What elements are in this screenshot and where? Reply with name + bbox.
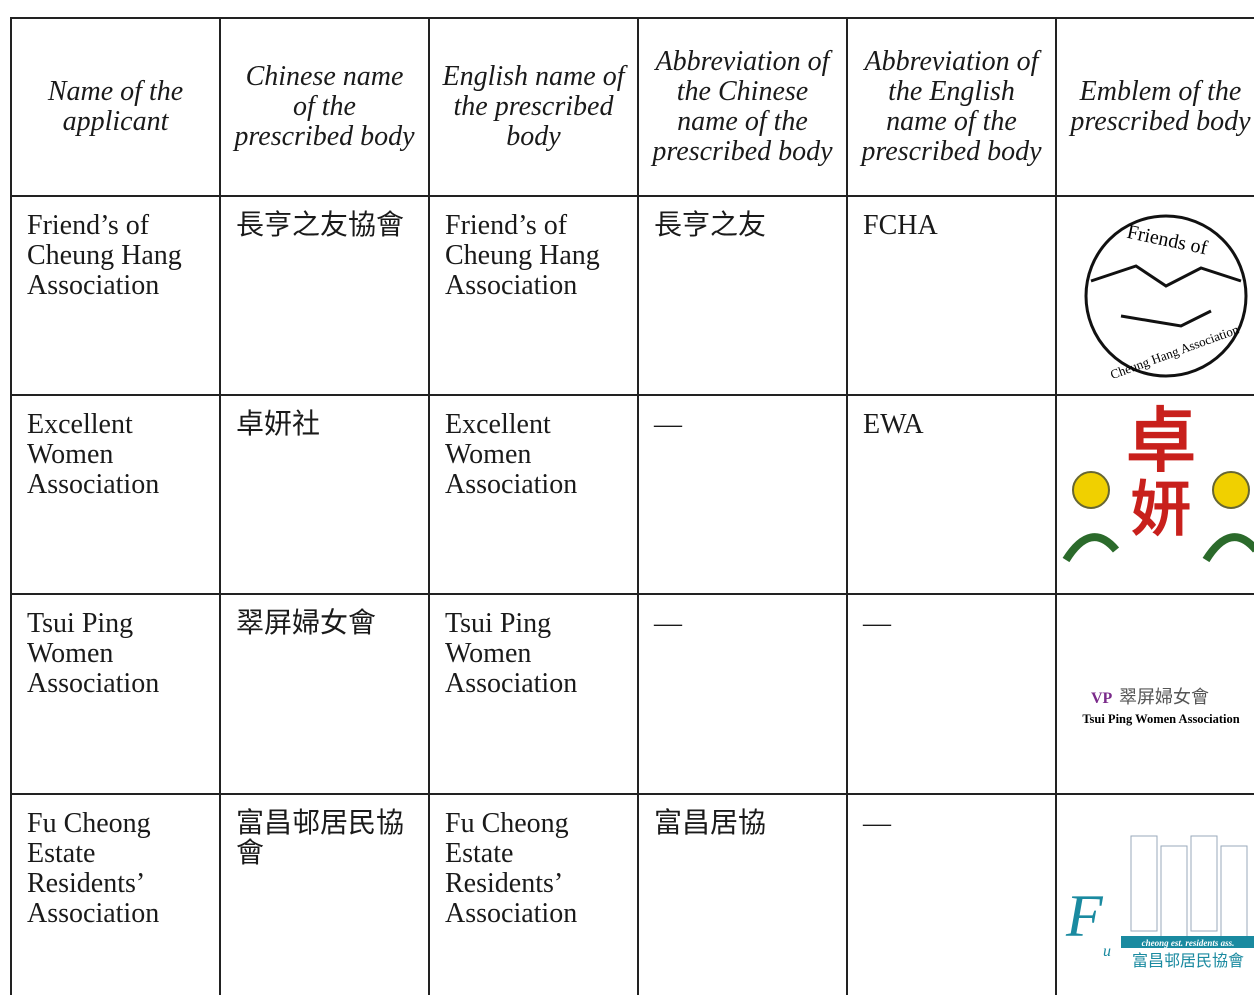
emblem-cell: VP 翠屏婦女會 Tsui Ping Women Association: [1055, 593, 1254, 793]
cell-text: 富昌居協: [654, 808, 767, 839]
emblem-shape: [1220, 845, 1248, 941]
cell-text: 翠屏婦女會: [236, 608, 377, 639]
emblem-shape: 卓: [1126, 404, 1196, 481]
cell-text: 長亨之友協會: [236, 210, 405, 241]
header-text: English name of the prescribed body: [442, 61, 625, 152]
cell-text: 長亨之友: [654, 210, 767, 241]
cell-text: Fu Cheong Estate Residents’ Association: [27, 808, 160, 929]
cell-text: Friend’s of Cheung Hang Association: [445, 210, 600, 301]
emblem: Friends of Cheung Hang Association: [1084, 214, 1248, 382]
table-cell: Friend’s of Cheung Hang Association: [10, 195, 219, 394]
emblem-shape: [1160, 845, 1188, 941]
table-cell: Excellent Women Association: [428, 394, 637, 593]
table-cell: EWA: [846, 394, 1055, 593]
emblem-shape: Friends of: [1125, 221, 1210, 260]
emblem-shape: cheong est. residents ass.: [1142, 938, 1235, 948]
emblem-cell: Friends of Cheung Hang Association: [1055, 195, 1254, 394]
cell-text: —: [863, 608, 891, 639]
cell-text: EWA: [863, 409, 924, 440]
table-cell: Friend’s of Cheung Hang Association: [428, 195, 637, 394]
table-cell: Fu Cheong Estate Residents’ Association: [428, 793, 637, 995]
cell-text: —: [863, 808, 891, 839]
cell-text: Friend’s of Cheung Hang Association: [27, 210, 182, 301]
emblem-shape: [1212, 471, 1250, 509]
emblem-shape: Cheung Hang Association: [1108, 321, 1241, 382]
emblem-shape: [1202, 533, 1254, 563]
table-cell: Tsui Ping Women Association: [10, 593, 219, 793]
emblem-shape: 富昌邨居民協會: [1132, 952, 1244, 970]
cell-text: Fu Cheong Estate Residents’ Association: [445, 808, 578, 929]
table-cell: 卓妍社: [219, 394, 428, 593]
cell-text: —: [654, 409, 682, 440]
table-cell: —: [846, 593, 1055, 793]
emblem-shape: 妍: [1131, 477, 1191, 543]
cell-text: —: [654, 608, 682, 639]
cell-text: 卓妍社: [236, 409, 321, 440]
emblem-shape: [1130, 835, 1158, 931]
emblem: VP 翠屏婦女會 Tsui Ping Women Association: [1082, 687, 1239, 726]
header-cell: Abbreviation of the English name of the …: [846, 17, 1055, 195]
table-cell: —: [637, 394, 846, 593]
cell-text: Tsui Ping Women Association: [27, 608, 160, 699]
emblem-cell: 卓妍: [1055, 394, 1254, 593]
emblem-shape: [1072, 471, 1110, 509]
cell-text: 富昌邨居民協會: [236, 808, 405, 869]
emblem-shape: VP: [1091, 690, 1113, 707]
emblem-shape: [1084, 214, 1248, 378]
emblem-shape: F: [1065, 883, 1104, 949]
emblem-shape: [1190, 835, 1218, 931]
emblem-shape: Tsui Ping Women Association: [1082, 712, 1239, 726]
table-cell: 富昌居協: [637, 793, 846, 995]
emblem: 卓妍: [1062, 404, 1254, 563]
header-cell: Emblem of the prescribed body: [1055, 17, 1254, 195]
header-text: Name of the applicant: [47, 76, 184, 137]
emblem-shape: [1062, 533, 1120, 563]
emblem-shape: u: [1103, 943, 1111, 960]
table-cell: —: [846, 793, 1055, 995]
table-cell: 長亨之友: [637, 195, 846, 394]
table-cell: 長亨之友協會: [219, 195, 428, 394]
cell-text: Excellent Women Association: [27, 409, 160, 500]
table-cell: Excellent Women Association: [10, 394, 219, 593]
table-cell: 翠屏婦女會: [219, 593, 428, 793]
header-text: Abbreviation of the Chinese name of the …: [652, 46, 833, 167]
table-cell: Tsui Ping Women Association: [428, 593, 637, 793]
cell-text: Tsui Ping Women Association: [445, 608, 578, 699]
header-text: Abbreviation of the English name of the …: [861, 46, 1042, 167]
table-cell: —: [637, 593, 846, 793]
table-cell: 富昌邨居民協會: [219, 793, 428, 995]
emblem-shape: [1090, 264, 1242, 328]
emblem: Fu cheong est. residents ass. 富昌邨居民協會: [1065, 835, 1254, 970]
header-cell: English name of the prescribed body: [428, 17, 637, 195]
cell-text: Excellent Women Association: [445, 409, 578, 500]
cell-text: FCHA: [863, 210, 938, 241]
emblem-shape: 翠屏婦女會: [1119, 687, 1209, 707]
header-cell: Name of the applicant: [10, 17, 219, 195]
table-cell: FCHA: [846, 195, 1055, 394]
emblem-shape: [1121, 935, 1254, 948]
header-text: Emblem of the prescribed body: [1070, 76, 1251, 137]
header-text: Chinese name of the prescribed body: [234, 61, 415, 152]
header-cell: Abbreviation of the Chinese name of the …: [637, 17, 846, 195]
table-cell: Fu Cheong Estate Residents’ Association: [10, 793, 219, 995]
header-cell: Chinese name of the prescribed body: [219, 17, 428, 195]
